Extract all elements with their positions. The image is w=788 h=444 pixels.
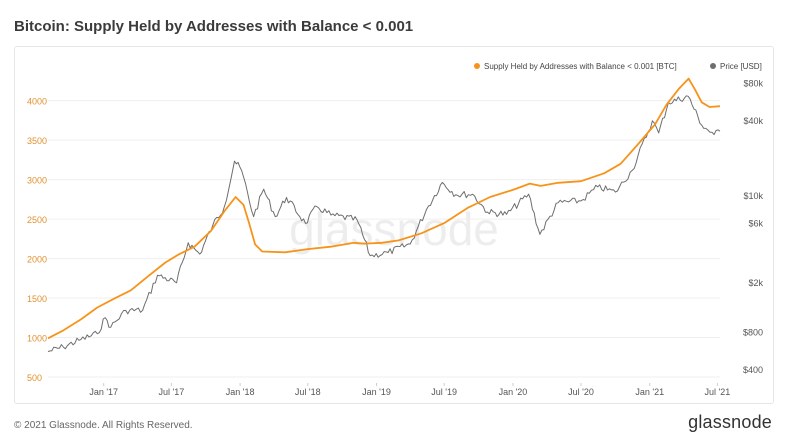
y-right-tick-label: $2k xyxy=(748,278,763,288)
copyright-text: © 2021 Glassnode. All Rights Reserved. xyxy=(14,420,193,431)
y-right-tick-label: $10k xyxy=(743,191,763,201)
y-left-tick-label: 4000 xyxy=(27,97,47,107)
x-tick-label: Jul '20 xyxy=(568,387,594,397)
y-left-tick-label: 1500 xyxy=(27,294,47,304)
x-tick-label: Jan '21 xyxy=(635,387,664,397)
y-left-tick-label: 1000 xyxy=(27,334,47,344)
x-tick-label: Jan '20 xyxy=(499,387,528,397)
y-left-tick-label: 3000 xyxy=(27,176,47,186)
chart-title: Bitcoin: Supply Held by Addresses with B… xyxy=(14,18,414,35)
x-tick-label: Jul '19 xyxy=(431,387,457,397)
watermark-text: glassnode xyxy=(289,203,499,255)
x-tick-label: Jan '17 xyxy=(89,387,118,397)
y-left-tick-label: 2500 xyxy=(27,215,47,225)
x-tick-label: Jan '19 xyxy=(362,387,391,397)
x-tick-label: Jul '21 xyxy=(705,387,731,397)
legend-supply-label: Supply Held by Addresses with Balance < … xyxy=(484,62,677,71)
chart-panel: glassnode 500 1000 1500 2000 2500 3000 3500 400… xyxy=(14,46,774,404)
legend-price-label: Price [USD] xyxy=(720,62,762,71)
supply-series-line xyxy=(47,77,721,340)
y-right-tick-label: $800 xyxy=(743,327,763,337)
y-right-tick-label: $40k xyxy=(743,116,763,126)
y-right-tick-label: $80k xyxy=(743,78,763,88)
y-right-tick-label: $6k xyxy=(748,218,763,228)
price-series-line xyxy=(47,95,721,353)
legend-price-marker xyxy=(710,63,716,69)
x-tick-label: Jan '18 xyxy=(226,387,255,397)
y-left-tick-label: 500 xyxy=(27,373,42,383)
y-right-tick-label: $400 xyxy=(743,365,763,375)
y-left-tick-label: 2000 xyxy=(27,255,47,265)
x-tick-label: Jul '17 xyxy=(158,387,184,397)
x-tick-label: Jul '18 xyxy=(295,387,321,397)
legend-supply-marker xyxy=(474,63,480,69)
y-left-tick-label: 3500 xyxy=(27,136,47,146)
chart-plot: glassnode 500 1000 1500 2000 2500 3000 3500 400… xyxy=(27,62,763,397)
glassnode-logo: glassnode xyxy=(688,412,772,432)
